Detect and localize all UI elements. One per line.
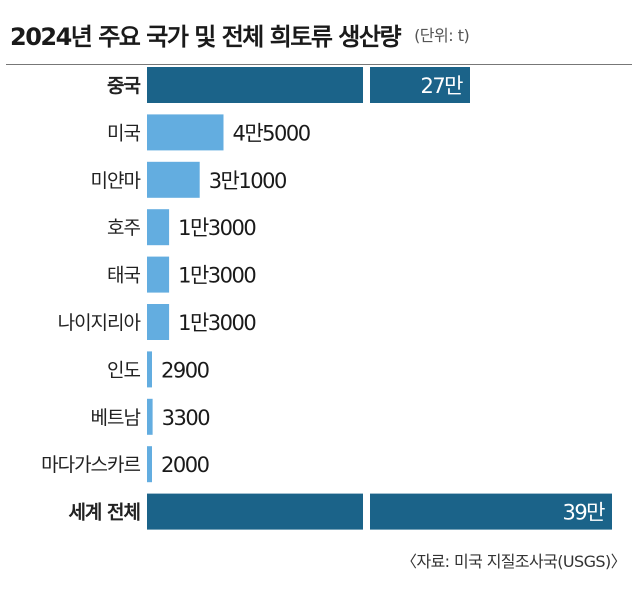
bar (147, 161, 200, 198)
value-label: 3만1000 (209, 169, 286, 193)
category-label: 미얀마 (91, 170, 141, 192)
category-label: 나이지리아 (58, 312, 141, 334)
bar (147, 351, 152, 388)
source-note: 〈자료: 미국 지질조사국(USGS)〉 (401, 552, 627, 571)
value-label: 3300 (162, 406, 210, 430)
bar-segment (370, 493, 612, 530)
value-label: 4만5000 (233, 121, 310, 145)
title-divider (6, 64, 632, 65)
title-block: 2024년 주요 국가 및 전체 희토류 생산량 (단위: t) (10, 4, 470, 64)
value-label: 39만 (562, 501, 605, 525)
value-label: 2900 (161, 358, 209, 382)
bar (147, 256, 170, 293)
bar (147, 446, 152, 483)
bar (147, 304, 170, 340)
category-label: 세계 전체 (68, 502, 140, 524)
category-label: 중국 (107, 75, 140, 97)
category-label: 미국 (107, 122, 140, 144)
unit-note: (단위: t) (414, 26, 470, 45)
category-label: 호주 (107, 217, 140, 239)
category-label: 인도 (107, 359, 140, 381)
value-label: 2000 (161, 453, 209, 477)
bar (147, 67, 363, 103)
chart-title: 2024년 주요 국가 및 전체 희토류 생산량 (10, 22, 402, 51)
category-label: 베트남 (91, 407, 141, 429)
value-label: 1만3000 (178, 311, 255, 335)
category-label: 태국 (107, 265, 140, 287)
bar-segment (370, 67, 470, 103)
value-label: 1만3000 (178, 216, 255, 240)
category-label: 마다가스카르 (41, 454, 140, 476)
bar (147, 493, 363, 530)
bar (147, 209, 170, 246)
bar (147, 398, 153, 435)
value-label: 27만 (420, 74, 463, 98)
value-label: 1만3000 (178, 264, 255, 288)
bar (147, 114, 224, 151)
